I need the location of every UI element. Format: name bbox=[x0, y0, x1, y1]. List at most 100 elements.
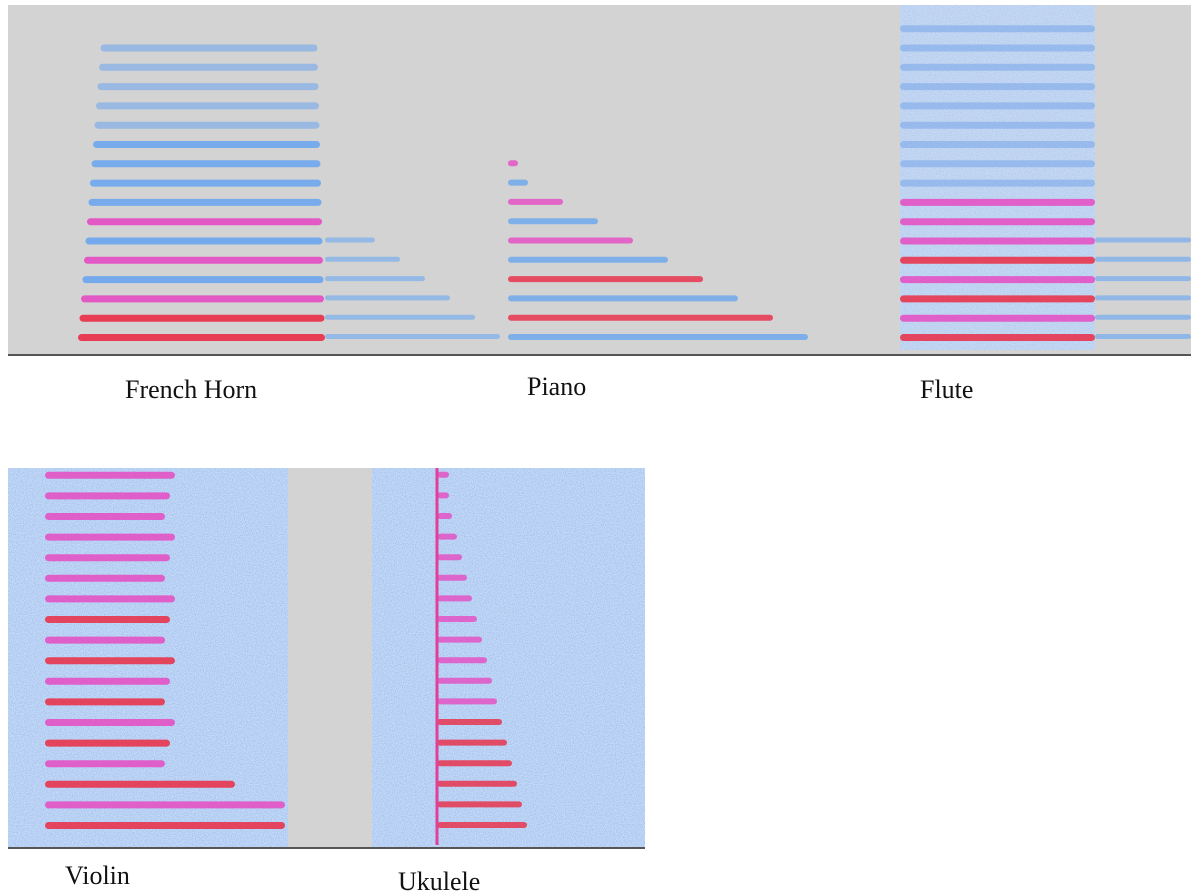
harmonic-band bbox=[437, 739, 507, 746]
harmonic-band bbox=[84, 256, 323, 264]
harmonic-band bbox=[1095, 256, 1191, 262]
harmonic-band bbox=[45, 636, 165, 644]
harmonic-band bbox=[900, 179, 1095, 187]
harmonic-band bbox=[96, 102, 319, 110]
harmonic-band bbox=[900, 63, 1095, 71]
harmonic-band bbox=[508, 295, 738, 302]
harmonic-band bbox=[437, 822, 527, 828]
harmonic-band bbox=[45, 698, 165, 706]
harmonic-band bbox=[1095, 314, 1191, 320]
harmonic-band bbox=[900, 25, 1095, 33]
harmonic-band bbox=[100, 44, 318, 52]
harmonic-band bbox=[437, 471, 449, 478]
harmonic-band bbox=[82, 276, 324, 284]
harmonic-band bbox=[45, 595, 175, 603]
noise-speckle bbox=[900, 5, 1095, 350]
harmonic-band bbox=[900, 237, 1095, 245]
harmonic-band bbox=[508, 334, 808, 340]
harmonic-band bbox=[79, 314, 325, 322]
harmonic-band bbox=[90, 179, 321, 187]
harmonic-band bbox=[900, 83, 1095, 91]
harmonic-band bbox=[900, 160, 1095, 168]
harmonic-band bbox=[900, 121, 1095, 129]
harmonic-band bbox=[900, 276, 1095, 284]
harmonic-band bbox=[91, 160, 321, 168]
harmonic-band bbox=[508, 256, 668, 263]
harmonic-band bbox=[437, 595, 472, 602]
harmonic-band bbox=[900, 218, 1095, 226]
harmonic-band bbox=[45, 657, 175, 665]
harmonic-band bbox=[900, 314, 1095, 322]
harmonic-band bbox=[45, 471, 175, 479]
panel-label: Violin bbox=[65, 861, 130, 890]
harmonic-band bbox=[97, 83, 319, 91]
harmonic-band bbox=[437, 698, 497, 705]
harmonic-band bbox=[437, 533, 457, 540]
harmonic-band bbox=[1095, 237, 1191, 243]
harmonic-band bbox=[900, 256, 1095, 264]
harmonic-band bbox=[437, 677, 492, 684]
harmonic-band bbox=[1095, 334, 1191, 339]
harmonic-band bbox=[45, 616, 170, 623]
harmonic-band bbox=[45, 513, 165, 520]
harmonic-band bbox=[437, 760, 512, 767]
panel-label: Ukulele bbox=[398, 867, 480, 895]
harmonic-band bbox=[508, 314, 773, 321]
harmonic-band bbox=[900, 198, 1095, 206]
harmonic-band bbox=[437, 616, 477, 622]
harmonic-band bbox=[437, 780, 517, 787]
harmonic-band bbox=[325, 237, 375, 243]
harmonic-bands bbox=[45, 25, 1191, 829]
harmonic-band bbox=[85, 237, 323, 245]
harmonic-band bbox=[78, 334, 325, 341]
harmonic-band bbox=[325, 334, 500, 339]
harmonic-band bbox=[45, 574, 165, 582]
harmonic-band bbox=[45, 554, 170, 562]
harmonic-band bbox=[437, 513, 452, 519]
harmonic-band bbox=[437, 657, 487, 664]
harmonic-band bbox=[81, 295, 324, 303]
harmonic-band bbox=[1095, 276, 1191, 282]
harmonic-band bbox=[45, 801, 285, 809]
harmonic-band bbox=[93, 141, 320, 148]
harmonic-band bbox=[88, 198, 322, 206]
panel-label: French Horn bbox=[125, 375, 257, 404]
harmonic-band bbox=[45, 719, 175, 726]
panel-label: Flute bbox=[920, 375, 973, 404]
harmonic-band bbox=[900, 295, 1095, 303]
harmonic-band bbox=[900, 141, 1095, 148]
harmonic-band bbox=[437, 719, 502, 725]
noise-speckle bbox=[372, 468, 645, 848]
harmonic-band bbox=[437, 492, 449, 499]
harmonic-band bbox=[437, 801, 522, 808]
panel-label: Piano bbox=[527, 372, 586, 401]
harmonic-band bbox=[94, 121, 320, 129]
harmonic-band bbox=[45, 780, 235, 788]
harmonic-band bbox=[45, 492, 170, 500]
harmonic-band bbox=[508, 179, 528, 186]
harmonic-band bbox=[325, 314, 475, 320]
harmonic-band bbox=[508, 198, 563, 205]
harmonic-band bbox=[900, 102, 1095, 110]
harmonic-band bbox=[437, 554, 462, 561]
harmonic-band bbox=[1095, 295, 1191, 301]
harmonic-band bbox=[437, 574, 467, 581]
harmonic-band bbox=[45, 822, 285, 829]
harmonic-band bbox=[45, 677, 170, 685]
harmonic-band bbox=[99, 63, 318, 71]
harmonic-band bbox=[900, 334, 1095, 341]
harmonic-band bbox=[325, 256, 400, 262]
harmonic-band bbox=[437, 636, 482, 643]
harmonic-band bbox=[325, 295, 450, 301]
harmonic-band bbox=[325, 276, 425, 282]
harmonic-band bbox=[508, 276, 703, 283]
harmonic-band bbox=[508, 218, 598, 225]
harmonic-band bbox=[45, 760, 165, 768]
harmonic-band bbox=[87, 218, 322, 226]
harmonic-band bbox=[508, 160, 518, 167]
harmonic-band bbox=[508, 237, 633, 244]
harmonic-band bbox=[45, 533, 175, 541]
harmonic-band bbox=[900, 44, 1095, 52]
